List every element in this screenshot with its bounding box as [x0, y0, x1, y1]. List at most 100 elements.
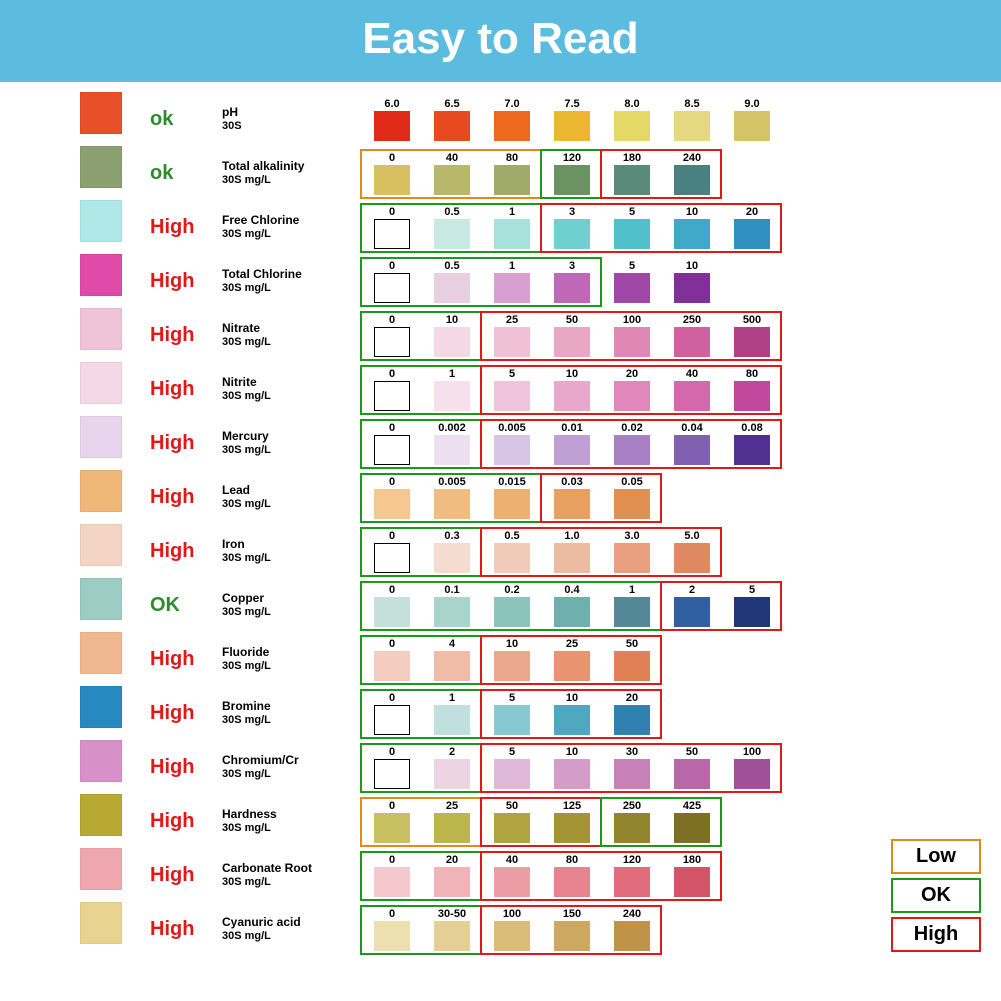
swatch: 5 [722, 583, 782, 627]
parameter-row: HighNitrite30S mg/L01510204080 [150, 362, 991, 416]
swatch-value: 120 [542, 151, 602, 165]
swatch: 6.5 [422, 97, 482, 141]
swatch-color [554, 759, 590, 789]
swatch-color [434, 327, 470, 357]
swatch-value: 4 [422, 637, 482, 651]
swatch-value: 0.005 [482, 421, 542, 435]
swatch: 0.002 [422, 421, 482, 465]
swatch: 0 [362, 313, 422, 357]
swatch-value: 0 [362, 313, 422, 327]
strip-segment [80, 146, 122, 188]
legend: Low OK High [891, 839, 981, 956]
swatch-value: 50 [542, 313, 602, 327]
swatch-value: 1 [602, 583, 662, 597]
swatch-value: 0 [362, 205, 422, 219]
swatch-color [554, 705, 590, 735]
strip-segment [80, 416, 122, 458]
parameter-row: HighChromium/Cr30S mg/L025103050100 [150, 740, 991, 794]
swatch: 0.02 [602, 421, 662, 465]
swatch-color [674, 543, 710, 573]
swatch: 120 [602, 853, 662, 897]
swatch-color [434, 111, 470, 141]
swatch: 0 [362, 259, 422, 303]
swatch: 0.04 [662, 421, 722, 465]
swatch-value: 3 [542, 205, 602, 219]
swatch: 5 [482, 745, 542, 789]
swatch-color [734, 435, 770, 465]
swatch-color [374, 597, 410, 627]
swatch-value: 0.05 [602, 475, 662, 489]
swatch: 125 [542, 799, 602, 843]
status-label: High [150, 324, 222, 347]
strip-segment [80, 578, 122, 620]
swatch: 40 [482, 853, 542, 897]
swatch: 10 [662, 259, 722, 303]
chart-content: okpH30S6.06.57.07.58.08.59.0okTotal alka… [0, 82, 1001, 976]
swatch: 0.08 [722, 421, 782, 465]
swatch-color [614, 165, 650, 195]
swatch-color [554, 327, 590, 357]
swatch-color [374, 381, 410, 411]
swatch-color [614, 867, 650, 897]
swatch: 100 [602, 313, 662, 357]
swatch-value: 2 [662, 583, 722, 597]
swatch: 80 [542, 853, 602, 897]
swatch-color [374, 651, 410, 681]
swatch: 5.0 [662, 529, 722, 573]
swatch-value: 0 [362, 907, 422, 921]
swatch-color [434, 273, 470, 303]
swatch-value: 0 [362, 151, 422, 165]
strip-segment [80, 524, 122, 566]
swatch-color [554, 435, 590, 465]
swatch-value: 10 [662, 205, 722, 219]
swatch-value: 0.1 [422, 583, 482, 597]
swatch-color [374, 489, 410, 519]
swatch-group: 00.10.20.4125 [362, 583, 782, 627]
swatch: 4 [422, 637, 482, 681]
swatch-value: 0 [362, 637, 422, 651]
swatch: 0.03 [542, 475, 602, 519]
swatch-color [734, 381, 770, 411]
swatch-value: 0.08 [722, 421, 782, 435]
swatch-color [374, 813, 410, 843]
swatch-color [674, 381, 710, 411]
swatch: 0.01 [542, 421, 602, 465]
swatch-value: 0.04 [662, 421, 722, 435]
strip-segment [80, 92, 122, 134]
strip-segment [80, 848, 122, 890]
swatch: 9.0 [722, 97, 782, 141]
status-label: OK [150, 594, 222, 617]
swatch: 180 [602, 151, 662, 195]
swatch-color [614, 597, 650, 627]
swatch: 25 [482, 313, 542, 357]
status-label: ok [150, 108, 222, 131]
parameter-name: Carbonate Root30S mg/L [222, 861, 362, 889]
swatch-value: 5 [482, 745, 542, 759]
swatch: 0 [362, 637, 422, 681]
swatch: 0.005 [482, 421, 542, 465]
swatch: 80 [482, 151, 542, 195]
swatch-color [554, 597, 590, 627]
swatch: 0 [362, 853, 422, 897]
parameter-name: Total Chlorine 30S mg/L [222, 267, 362, 295]
swatch-value: 100 [722, 745, 782, 759]
swatch-color [374, 165, 410, 195]
swatch-color [674, 327, 710, 357]
parameter-row: OKCopper30S mg/L00.10.20.4125 [150, 578, 991, 632]
swatch-color [554, 813, 590, 843]
swatch: 10 [482, 637, 542, 681]
swatch-value: 40 [482, 853, 542, 867]
swatch-value: 0 [362, 529, 422, 543]
swatch: 120 [542, 151, 602, 195]
swatch: 0 [362, 907, 422, 951]
swatch-value: 5 [602, 205, 662, 219]
swatch-value: 25 [422, 799, 482, 813]
swatch-color [554, 921, 590, 951]
swatch-color [374, 543, 410, 573]
swatch-value: 250 [662, 313, 722, 327]
parameter-row: HighHardness30S mg/L02550125250425 [150, 794, 991, 848]
swatch: 10 [662, 205, 722, 249]
swatch-value: 5 [482, 691, 542, 705]
swatch: 2 [422, 745, 482, 789]
swatch-group: 0102550100250500 [362, 313, 782, 357]
